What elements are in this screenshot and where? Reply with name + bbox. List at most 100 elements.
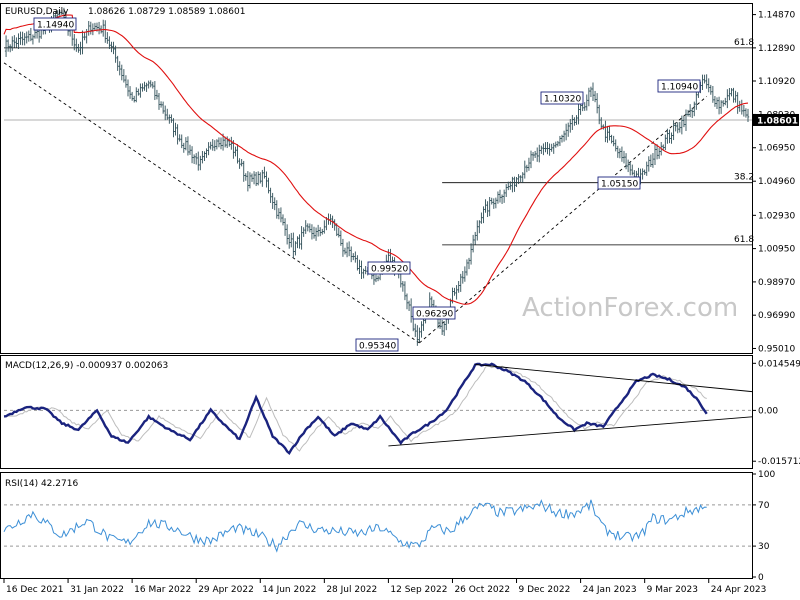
- price-bar: [540, 145, 543, 154]
- price-bar: [283, 218, 287, 236]
- price-bar: [629, 161, 632, 176]
- price-bar: [135, 87, 138, 103]
- price-bar: [738, 100, 741, 112]
- price-bar: [457, 281, 460, 293]
- price-bar: [744, 108, 748, 118]
- price-bar: [205, 148, 208, 158]
- price-bar: [573, 117, 576, 126]
- macd-tick-label: 0.014549: [758, 359, 800, 369]
- price-bar: [536, 147, 539, 162]
- price-bar: [362, 268, 365, 279]
- price-bar: [562, 130, 566, 142]
- price-bar: [279, 207, 283, 223]
- price-bar: [538, 144, 541, 163]
- price-bar: [209, 141, 212, 150]
- price-bar: [354, 251, 357, 263]
- ma-line: [3, 14, 749, 305]
- price-bar: [6, 39, 10, 52]
- price-bar: [608, 125, 611, 141]
- macd-upper-trendline: [475, 363, 753, 393]
- price-bar: [405, 293, 409, 310]
- date-tick-label: 29 Apr 2022: [198, 585, 254, 595]
- fib-level-label: 38.2: [734, 173, 754, 183]
- macd-panel-frame: [0, 355, 753, 469]
- date-tick-label: 9 Mar 2023: [647, 585, 698, 595]
- price-bar: [403, 281, 407, 301]
- price-bar: [192, 154, 196, 164]
- price-bar: [746, 108, 750, 123]
- svg-text:0.99520: 0.99520: [371, 265, 408, 275]
- price-bar: [728, 88, 731, 101]
- date-tick-label: 28 Jul 2022: [326, 585, 377, 595]
- price-bar: [31, 34, 35, 45]
- price-bar: [87, 20, 90, 36]
- price-bar: [476, 220, 479, 241]
- price-annotation: 0.95340: [355, 338, 399, 352]
- price-bar: [703, 74, 706, 84]
- price-bar: [610, 134, 613, 144]
- price-bar: [128, 86, 132, 99]
- date-tick-label: 14 Jun 2022: [262, 585, 316, 595]
- price-bar: [75, 38, 78, 52]
- price-bar: [345, 242, 349, 258]
- price-bar: [319, 227, 322, 237]
- price-bar: [416, 325, 419, 346]
- price-bar: [614, 139, 617, 152]
- downtrend-line: [3, 62, 420, 344]
- price-bar: [469, 243, 473, 265]
- price-bar: [467, 257, 471, 270]
- price-bar: [525, 164, 529, 173]
- price-bar: [321, 228, 324, 235]
- price-bar: [490, 197, 493, 205]
- price-bar: [374, 274, 378, 283]
- price-bar: [732, 87, 735, 103]
- price-bar: [664, 134, 667, 151]
- price-annotation: 0.99520: [367, 261, 411, 275]
- price-bar: [316, 224, 320, 237]
- price-bar: [715, 97, 719, 110]
- price-bar: [657, 148, 661, 159]
- price-bar: [595, 93, 599, 114]
- price-bar: [269, 187, 272, 203]
- price-bar: [199, 155, 202, 171]
- price-bar: [527, 157, 531, 171]
- price-bar: [263, 166, 266, 179]
- price-bar: [246, 171, 250, 192]
- price-bar: [188, 144, 192, 155]
- price-bar: [672, 120, 675, 141]
- price-bar: [139, 83, 142, 98]
- price-annotation: 0.96290: [412, 306, 456, 320]
- price-bar: [358, 259, 361, 274]
- date-tick-label: 24 Jan 2023: [583, 585, 637, 595]
- svg-text:0.96290: 0.96290: [416, 310, 453, 320]
- price-bar: [333, 219, 336, 231]
- price-bar: [569, 118, 572, 133]
- price-bar: [496, 191, 500, 204]
- price-bar: [190, 146, 194, 164]
- price-bar: [707, 78, 710, 93]
- price-bar: [118, 61, 121, 76]
- rsi-tick-label: 100: [758, 470, 775, 480]
- price-bar: [172, 118, 175, 138]
- price-bar: [201, 150, 204, 164]
- price-bar: [360, 260, 363, 280]
- price-bar: [564, 123, 568, 141]
- price-bar: [484, 199, 487, 213]
- price-bar: [668, 129, 671, 144]
- price-bar: [688, 104, 692, 118]
- price-bar: [606, 125, 609, 143]
- price-bar: [275, 200, 278, 219]
- date-tick-label: 16 Mar 2022: [134, 585, 191, 595]
- price-bar: [587, 87, 591, 107]
- price-bar: [155, 89, 159, 100]
- price-bar: [13, 35, 16, 48]
- price-bar: [4, 35, 8, 57]
- price-bar: [265, 171, 268, 188]
- price-bar: [649, 154, 653, 167]
- price-bar: [153, 81, 157, 101]
- price-tick-label: 0.95010: [758, 344, 795, 354]
- price-bar: [643, 169, 646, 175]
- price-tick-label: 0.96990: [758, 311, 795, 321]
- price-bar: [298, 234, 301, 249]
- price-bar: [343, 247, 347, 255]
